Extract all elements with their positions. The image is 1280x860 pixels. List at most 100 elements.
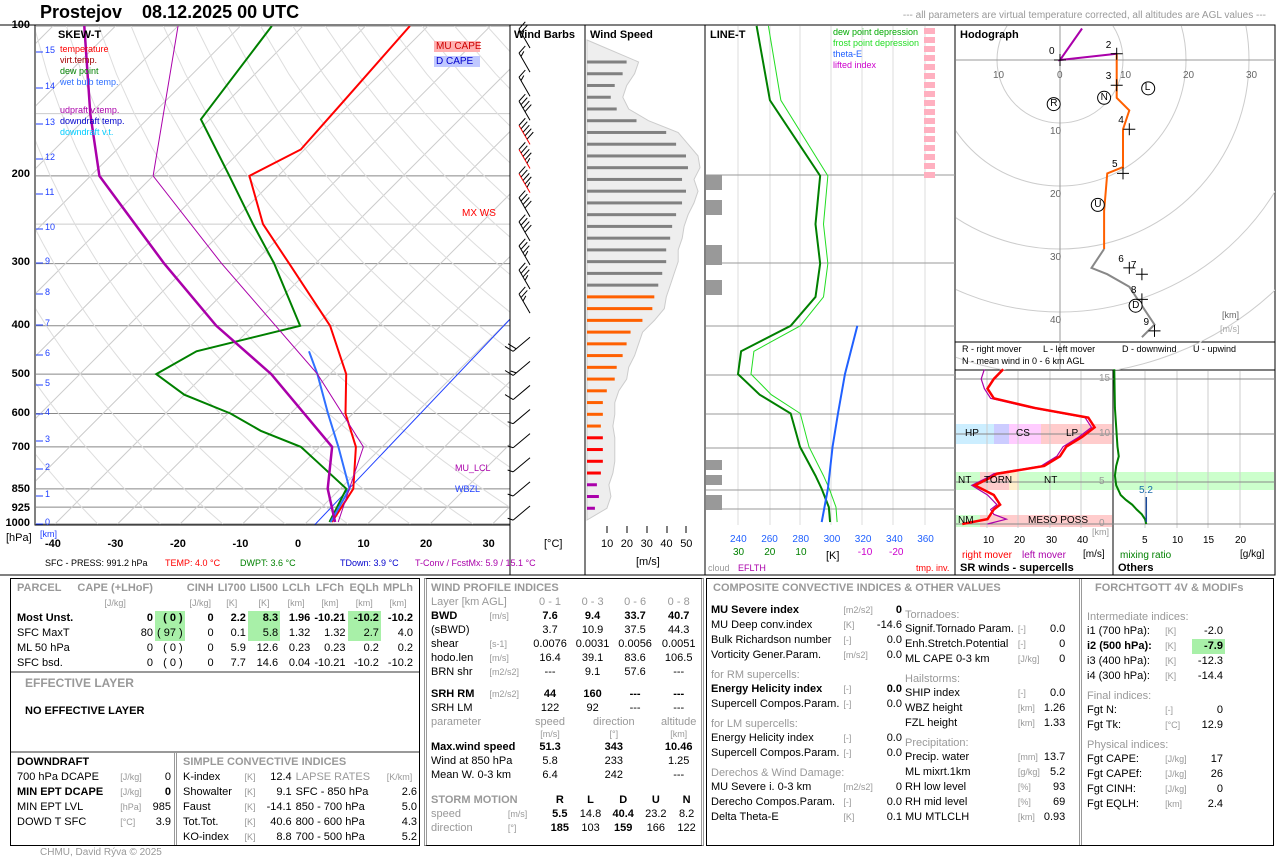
- page-title: Prostejov 08.12.2025 00 UTC: [40, 2, 299, 23]
- parcel-unit: [J/kg]: [189, 598, 211, 608]
- hodograph-km-label: 0: [1049, 46, 1055, 57]
- simple-value: -14.1: [266, 801, 292, 813]
- dry-adiabat: [36, 382, 161, 525]
- lapse-label: 700 - 500 hPa: [295, 831, 365, 843]
- wp-unit: [m2/s2]: [489, 689, 519, 699]
- lapse-label: 850 - 700 hPa: [295, 801, 365, 813]
- index-label: Energy Helicity index: [711, 732, 814, 744]
- wp-value: 0.0076: [533, 637, 567, 650]
- barb-staff: [518, 76, 531, 97]
- simple-unit: [K]: [244, 817, 256, 827]
- index-value: 0: [895, 781, 902, 793]
- storm-motion-marker: [1141, 81, 1156, 96]
- index-row: Precip. water [mm] 13.7: [903, 750, 1067, 765]
- hodograph-km-label: 8: [1130, 285, 1137, 297]
- dry-adiabat: [65, 26, 474, 525]
- wind-profile-row: shear [s-1] 0.0076 0.0031 0.0056 0.0051: [429, 637, 701, 651]
- wind-speed-bar: [587, 318, 643, 322]
- index-row: i2 (500 hPa): [K] -7.9: [1085, 639, 1225, 654]
- hodograph-title: Hodograph: [960, 29, 1019, 41]
- index-unit: [J/kg]: [1165, 784, 1187, 794]
- wp-value: 16.4: [539, 651, 561, 664]
- k-tick-label: 360: [917, 534, 934, 545]
- wind-profile-row: SRH LM 122 92 --- ---: [429, 701, 701, 715]
- cloud-block: [706, 495, 722, 510]
- temp-inversion-mark: [924, 163, 935, 169]
- zero-isotherm: [313, 318, 510, 525]
- table-row: [m/s] [°] [km]: [429, 729, 701, 740]
- simple-row: Showalter [K] 9.1 SFC - 850 hPa 2.6: [181, 785, 419, 800]
- line-t-title: LINE-T: [710, 29, 746, 41]
- zone-nt2: NT: [1044, 475, 1058, 486]
- wp-unit: [487, 623, 528, 637]
- index-row: Fgt CAPEf: [J/kg] 26: [1085, 767, 1225, 782]
- hodograph-km-label: 9: [1143, 316, 1150, 328]
- index-label: Signif.Tornado Param.: [905, 623, 1014, 635]
- wind-speed-bar: [587, 177, 683, 181]
- barb-feather: [520, 75, 525, 81]
- isotherm: [242, 255, 510, 525]
- hodograph-trace-6-9km: [1089, 248, 1156, 338]
- index-label: Fgt CINH:: [1087, 783, 1136, 795]
- pressure-tick-label: 600: [11, 407, 30, 419]
- skewt-temperature-line: [248, 26, 411, 523]
- parcel-unit: [km]: [389, 598, 407, 608]
- storm-value: 14.8: [579, 807, 602, 820]
- param-header: speed: [535, 715, 566, 728]
- layer-col: 0 - 6: [624, 595, 647, 608]
- storm-motion-label: U: [1094, 198, 1102, 210]
- barb-feather: [522, 197, 530, 205]
- hodo-x-tick: 10: [993, 70, 1005, 81]
- wind-speed-bar: [587, 342, 627, 346]
- layer-col: 0 - 8: [667, 595, 690, 608]
- cloud-block: [706, 280, 722, 295]
- isotherm: [117, 130, 510, 525]
- wind-profile-table: WIND PROFILE INDICES Layer [km AGL] 0 - 1 0…: [429, 581, 701, 782]
- downdraft-title: DOWNDRAFT: [17, 756, 90, 768]
- index-value: 69: [1053, 796, 1066, 808]
- simple-indices-table: SIMPLE CONVECTIVE INDICES K-index [K] 12.4 L…: [181, 755, 419, 845]
- index-label: Enh.Stretch.Potential: [905, 638, 1009, 650]
- pressure-tick-label: 500: [11, 368, 30, 380]
- km-tick-label: 2: [45, 462, 51, 472]
- storm-label: direction: [431, 821, 473, 834]
- section-label: Final indices:: [1087, 690, 1152, 702]
- parcel-unit: [km]: [287, 598, 305, 608]
- section-label: Derechos & Wind Damage:: [711, 767, 845, 779]
- parcel-value: 1.96: [288, 612, 311, 624]
- index-label: i3 (400 hPa):: [1087, 655, 1150, 667]
- param-label: Mean W. 0-3 km: [431, 768, 512, 781]
- temp-tick-label: -10: [232, 538, 249, 550]
- index-label: Fgt Tk:: [1087, 719, 1122, 731]
- zone-cs: CS: [1016, 428, 1030, 439]
- isotherm: [36, 26, 179, 169]
- parcel-value: 0.2: [397, 642, 413, 654]
- sr-km-unit: [km]: [1092, 527, 1109, 537]
- isotherm: [367, 380, 510, 525]
- index-label: Energy Helicity index: [711, 683, 823, 695]
- parcel-value: 2.2: [230, 612, 246, 624]
- index-value: -7.9: [1192, 639, 1225, 654]
- table-row: DOWD T SFC [°C] 3.9: [15, 815, 173, 830]
- dry-adiabat: [36, 31, 411, 525]
- index-label: Fgt CAPE:: [1087, 753, 1139, 765]
- parcel-row: ML 50 hPa 0 ( 0 ) 0 5.9 12.6 0.23 0.23 0.2 0.2: [15, 641, 415, 656]
- hodo-y-tick: 30: [1050, 252, 1062, 263]
- hodograph-km-label: 5: [1112, 159, 1118, 171]
- barb-feather: [520, 266, 528, 274]
- barb-staff: [518, 125, 531, 145]
- zone-nt: NT: [958, 475, 972, 486]
- line-t-legend: frost point depression: [833, 38, 920, 48]
- eflth-label: EFLTH: [738, 563, 766, 573]
- index-unit: [-]: [843, 684, 852, 694]
- simple-row: Tot.Tot. [K] 40.6 800 - 600 hPa 4.3: [181, 815, 419, 830]
- downdraft-unit: [J/kg]: [120, 787, 142, 797]
- wind-speed-bar: [587, 483, 597, 487]
- hodo-km-unit: [km]: [1222, 310, 1239, 320]
- sr-unit: [m/s]: [1083, 549, 1105, 560]
- downdraft-unit: [hPa]: [120, 802, 142, 812]
- storm-value: 103: [581, 821, 600, 834]
- dry-adiabat: [389, 26, 510, 164]
- composite-right-table: Tornadoes: Signif.Tornado Param. [-] 0.0 Enh…: [903, 603, 1067, 825]
- storm-motion-label: L: [1144, 82, 1151, 94]
